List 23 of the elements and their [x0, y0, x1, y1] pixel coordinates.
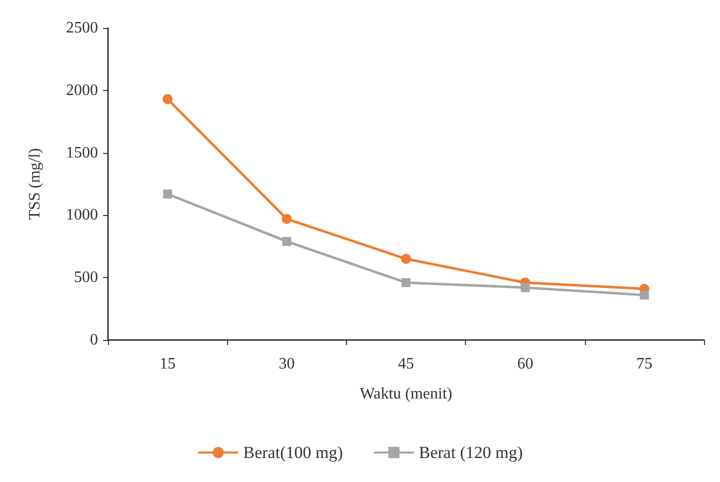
point [640, 290, 649, 300]
point [163, 189, 172, 198]
y-tick-label: 2500 [66, 20, 98, 36]
point [162, 94, 173, 104]
x-tick-label: 75 [636, 356, 652, 372]
y-axis-title: TSS (mg/l) [26, 148, 44, 220]
y-tick-label: 1500 [66, 144, 98, 162]
x-tick-label: 60 [517, 356, 534, 372]
legend-label: Berat(100 mg) [243, 443, 343, 462]
point [401, 254, 411, 264]
point [282, 214, 292, 224]
y-tick-label: 0 [90, 332, 98, 348]
point [402, 278, 410, 288]
legend-label: Berat (120 mg) [418, 443, 523, 462]
x-tick-label: 30 [278, 356, 295, 372]
y-tick-label: 1000 [66, 206, 98, 224]
point [282, 236, 292, 246]
x-tick-label: 15 [160, 356, 176, 372]
point [520, 283, 530, 292]
x-axis-title: Waktu (menit) [360, 386, 452, 402]
x-tick-label: 45 [398, 356, 414, 372]
y-tick-label: 2000 [66, 82, 98, 99]
y-tick-label: 500 [74, 269, 98, 286]
